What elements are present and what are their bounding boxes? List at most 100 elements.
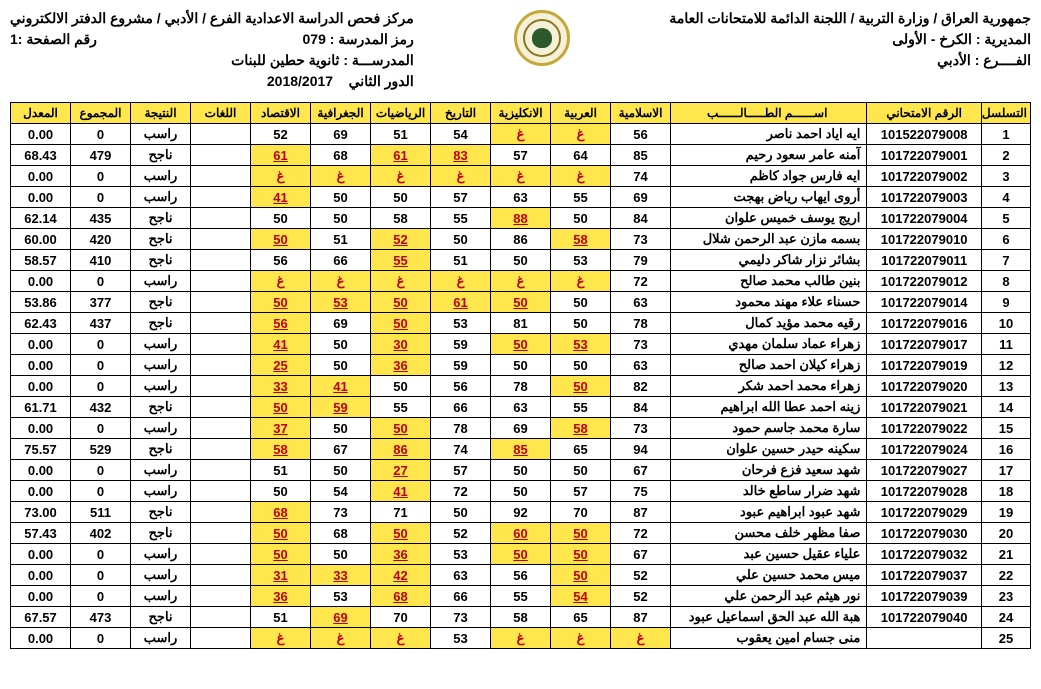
- cell: [191, 586, 251, 607]
- cell: 53: [431, 628, 491, 649]
- table-header-row: التسلسل الرقم الامتحاني اســــــم الطـــ…: [11, 103, 1031, 124]
- cell: 101722079003: [867, 187, 982, 208]
- cell: ناجح: [131, 313, 191, 334]
- cell: 24: [981, 607, 1030, 628]
- cell: 101722079002: [867, 166, 982, 187]
- cell: 22: [981, 565, 1030, 586]
- cell: 67: [611, 460, 671, 481]
- cell: 473: [71, 607, 131, 628]
- col-avg-header: المعدل: [11, 103, 71, 124]
- cell: 78: [611, 313, 671, 334]
- col-geography-header: الجغرافية: [311, 103, 371, 124]
- col-exam-header: الرقم الامتحاني: [867, 103, 982, 124]
- cell: شهد عبود ابراهيم عبود: [671, 502, 867, 523]
- cell: 55: [371, 250, 431, 271]
- cell: [191, 565, 251, 586]
- cell: ناجح: [131, 397, 191, 418]
- table-row: 3101722079002ايه فارس جواد كاظم74غغغغغغر…: [11, 166, 1031, 187]
- cell: راسب: [131, 460, 191, 481]
- cell: 37: [251, 418, 311, 439]
- table-row: 9101722079014حسناء علاء مهند محمود635050…: [11, 292, 1031, 313]
- cell: غ: [611, 628, 671, 649]
- cell: 0: [71, 166, 131, 187]
- cell: 58: [371, 208, 431, 229]
- table-row: 15101722079022سارة محمد جاسم حمود7358697…: [11, 418, 1031, 439]
- cell: 50: [251, 544, 311, 565]
- cell: 101722079010: [867, 229, 982, 250]
- cell: [191, 523, 251, 544]
- cell: [191, 229, 251, 250]
- cell: 31: [251, 565, 311, 586]
- cell: 0.00: [11, 565, 71, 586]
- cell: 92: [491, 502, 551, 523]
- cell: 50: [251, 229, 311, 250]
- cell: 23: [981, 586, 1030, 607]
- cell: [191, 460, 251, 481]
- cell: ناجح: [131, 250, 191, 271]
- cell: 52: [611, 586, 671, 607]
- cell: 72: [431, 481, 491, 502]
- cell: 63: [491, 397, 551, 418]
- cell: 51: [251, 607, 311, 628]
- cell: [191, 145, 251, 166]
- cell: حسناء علاء مهند محمود: [671, 292, 867, 313]
- cell: 68: [371, 586, 431, 607]
- cell: 70: [551, 502, 611, 523]
- cell: ناجح: [131, 607, 191, 628]
- cell: راسب: [131, 376, 191, 397]
- cell: 101722079016: [867, 313, 982, 334]
- cell: 529: [71, 439, 131, 460]
- cell: 50: [491, 481, 551, 502]
- cell: 68: [311, 145, 371, 166]
- cell: [191, 208, 251, 229]
- cell: 511: [71, 502, 131, 523]
- cell: [191, 271, 251, 292]
- cell: 60: [491, 523, 551, 544]
- round-label: الدور الثاني: [349, 73, 414, 89]
- cell: 55: [551, 397, 611, 418]
- cell: 101722079039: [867, 586, 982, 607]
- cell: رقيه محمد مؤيد كمال: [671, 313, 867, 334]
- school-code-line: رمز المدرسة : 079 رقم الصفحة :1: [10, 31, 414, 48]
- cell: 18: [981, 481, 1030, 502]
- cell: ناجح: [131, 523, 191, 544]
- cell: 25: [981, 628, 1030, 649]
- header-left-block: مركز فحص الدراسة الاعدادية الفرع / الأدب…: [10, 10, 414, 94]
- cell: 0.00: [11, 124, 71, 145]
- cell: 20: [981, 523, 1030, 544]
- cell: 68.43: [11, 145, 71, 166]
- cell: 101722079022: [867, 418, 982, 439]
- table-row: 7101722079011بشائر نزار شاكر دليمي795350…: [11, 250, 1031, 271]
- cell: 75.57: [11, 439, 71, 460]
- cell: غ: [491, 124, 551, 145]
- header-right-block: جمهورية العراق / وزارة التربية / اللجنة …: [669, 10, 1031, 73]
- cell: 68: [251, 502, 311, 523]
- cell: 0: [71, 376, 131, 397]
- table-row: 1101522079008ايه اياد احمد ناصر56غغ54516…: [11, 124, 1031, 145]
- cell: بشائر نزار شاكر دليمي: [671, 250, 867, 271]
- cell: 420: [71, 229, 131, 250]
- cell: [191, 439, 251, 460]
- cell: 16: [981, 439, 1030, 460]
- cell: شهد ضرار ساطع خالد: [671, 481, 867, 502]
- cell: 51: [311, 229, 371, 250]
- cell: 50: [371, 523, 431, 544]
- cell: 10: [981, 313, 1030, 334]
- col-economy-header: الاقتصاد: [251, 103, 311, 124]
- round-year-line: الدور الثاني 2018/2017: [10, 73, 414, 90]
- col-result-header: النتيجة: [131, 103, 191, 124]
- cell: 101722079014: [867, 292, 982, 313]
- cell: زينه احمد عطا الله ابراهيم: [671, 397, 867, 418]
- cell: غ: [371, 628, 431, 649]
- page-label: رقم الصفحة :1: [10, 31, 97, 48]
- cell: 50: [311, 460, 371, 481]
- cell: 57: [551, 481, 611, 502]
- cell: 56: [251, 250, 311, 271]
- cell: غ: [551, 124, 611, 145]
- cell: راسب: [131, 418, 191, 439]
- cell: 50: [551, 208, 611, 229]
- cell: 9: [981, 292, 1030, 313]
- cell: 11: [981, 334, 1030, 355]
- cell: 65: [551, 607, 611, 628]
- cell: 50: [491, 460, 551, 481]
